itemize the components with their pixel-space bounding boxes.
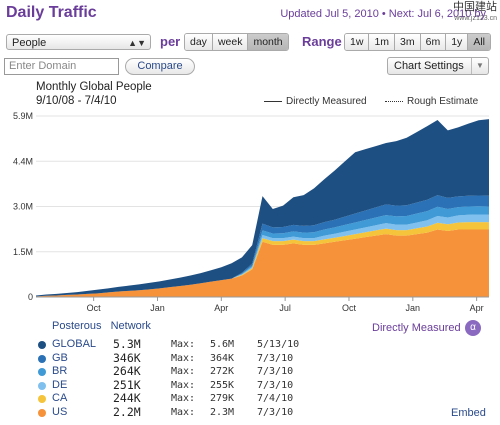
row-value: 5.3M bbox=[113, 337, 141, 351]
area-series-us bbox=[36, 229, 489, 297]
chart-settings-dropdown[interactable]: Chart Settings ▼ bbox=[387, 57, 489, 75]
y-tick-label: 5.9M bbox=[13, 111, 33, 121]
row-name: CA bbox=[52, 392, 68, 404]
compare-button[interactable]: Compare bbox=[125, 58, 195, 75]
y-tick-label: 4.4M bbox=[13, 156, 33, 166]
x-tick-label: Jul bbox=[279, 303, 291, 313]
update-info: Updated Jul 5, 2010 • Next: Jul 6, 2010 … bbox=[280, 8, 486, 20]
row-max-label: Max: bbox=[171, 393, 196, 404]
row-max-label: Max: bbox=[171, 352, 196, 364]
range-option-3m[interactable]: 3m bbox=[395, 34, 421, 50]
row-value: 346K bbox=[113, 350, 141, 365]
area-series-de bbox=[36, 214, 489, 297]
chart-date-range: 9/10/08 - 7/4/10 bbox=[36, 95, 117, 107]
tab-posterous[interactable]: Posterous bbox=[52, 320, 102, 332]
range-option-6m[interactable]: 6m bbox=[420, 34, 447, 50]
row-name: GB bbox=[52, 351, 68, 364]
row-date: 7/4/10 bbox=[257, 393, 294, 404]
x-tick-label: Oct bbox=[87, 303, 102, 313]
y-tick-label: 1.5M bbox=[13, 247, 33, 257]
row-max-label: Max: bbox=[171, 366, 196, 377]
row-date: 5/13/10 bbox=[257, 339, 300, 350]
series-dot-icon bbox=[38, 408, 46, 417]
per-selector: day week month bbox=[184, 33, 289, 51]
chart-title: Monthly Global People bbox=[36, 81, 152, 93]
series-dot-icon bbox=[38, 341, 46, 349]
x-tick-label: Jan bbox=[406, 303, 421, 313]
y-tick-label: 3.0M bbox=[13, 202, 33, 212]
page-title: Daily Traffic bbox=[6, 4, 97, 21]
per-option-day[interactable]: day bbox=[185, 34, 213, 50]
row-max: 279K bbox=[210, 393, 235, 404]
x-tick-label: Oct bbox=[342, 303, 357, 313]
range-label: Range bbox=[302, 34, 342, 49]
row-name: US bbox=[52, 405, 68, 418]
alpha-icon[interactable]: α bbox=[465, 320, 481, 336]
range-option-1y[interactable]: 1y bbox=[446, 34, 469, 50]
row-value: 251K bbox=[113, 377, 141, 392]
domain-input[interactable]: Enter Domain bbox=[4, 58, 119, 75]
embed-link[interactable]: Embed bbox=[451, 407, 486, 419]
row-max: 272K bbox=[210, 366, 235, 377]
row-max: 255K bbox=[210, 379, 235, 391]
per-option-week[interactable]: week bbox=[212, 34, 249, 50]
row-value: 244K bbox=[113, 391, 141, 405]
legend-measured-label: Directly Measured bbox=[286, 96, 367, 107]
area-series-br bbox=[36, 206, 489, 297]
chevron-down-icon: ▼ bbox=[471, 58, 488, 74]
x-tick-label: Apr bbox=[470, 303, 484, 313]
series-dot-icon bbox=[38, 395, 46, 403]
row-max-label: Max: bbox=[171, 379, 196, 391]
traffic-chart[interactable]: 0 1.5M 3.0M 4.4M 5.9M Oct Jan Apr Jul Oct Jan Apr bbox=[0, 108, 500, 313]
chart-settings-label: Chart Settings bbox=[394, 60, 464, 72]
row-max-label: Max: bbox=[171, 406, 196, 418]
dotted-line-icon bbox=[385, 100, 403, 102]
legend-rough-estimate: Rough Estimate bbox=[385, 96, 478, 107]
metric-select[interactable]: People ▲▼ bbox=[6, 34, 151, 50]
row-value: 264K bbox=[113, 364, 141, 378]
y-tick-label: 0 bbox=[28, 292, 33, 302]
area-series-global bbox=[36, 119, 489, 297]
watermark: 中国建站 www.jz123.cn bbox=[453, 2, 497, 24]
row-name: BR bbox=[52, 365, 68, 377]
x-tick-label: Apr bbox=[214, 303, 228, 313]
row-max: 5.6M bbox=[210, 339, 235, 350]
chart-title-block: Monthly Global People 9/10/08 - 7/4/10 bbox=[36, 80, 152, 108]
legend-estimate-label: Rough Estimate bbox=[407, 96, 479, 107]
row-max-label: Max: bbox=[171, 339, 196, 350]
range-option-1m[interactable]: 1m bbox=[369, 34, 396, 50]
row-name: GLOBAL bbox=[52, 338, 97, 350]
watermark-text: 中国建站 bbox=[453, 1, 497, 13]
x-tick-label: Jan bbox=[150, 303, 165, 313]
watermark-url: www.jz123.cn bbox=[454, 15, 497, 22]
row-max: 364K bbox=[210, 352, 235, 364]
select-arrows-icon: ▲▼ bbox=[128, 38, 146, 48]
row-value: 2.2M bbox=[113, 404, 141, 419]
per-label: per bbox=[160, 34, 181, 49]
per-option-month[interactable]: month bbox=[248, 34, 288, 50]
row-name: DE bbox=[52, 378, 68, 391]
row-date: 7/3/10 bbox=[257, 379, 294, 391]
tab-network[interactable]: Network bbox=[110, 320, 151, 332]
row-date: 7/3/10 bbox=[257, 366, 294, 377]
series-dot-icon bbox=[38, 354, 46, 363]
row-max: 2.3M bbox=[210, 406, 235, 418]
area-series-gb bbox=[36, 195, 489, 297]
range-option-all[interactable]: All bbox=[468, 34, 490, 50]
metric-select-value: People bbox=[12, 37, 47, 49]
series-dot-icon bbox=[38, 368, 46, 376]
table-tabs: Posterous Network bbox=[52, 320, 157, 332]
row-date: 7/3/10 bbox=[257, 352, 294, 364]
row-date: 7/3/10 bbox=[257, 406, 294, 418]
legend-directly-measured: Directly Measured bbox=[264, 96, 367, 107]
solid-line-icon bbox=[264, 100, 282, 102]
measure-mode-label[interactable]: Directly Measured bbox=[372, 322, 461, 334]
range-option-1w[interactable]: 1w bbox=[345, 34, 370, 50]
range-selector: 1w 1m 3m 6m 1y All bbox=[344, 33, 491, 51]
area-series-ca bbox=[36, 222, 489, 297]
series-dot-icon bbox=[38, 381, 46, 390]
